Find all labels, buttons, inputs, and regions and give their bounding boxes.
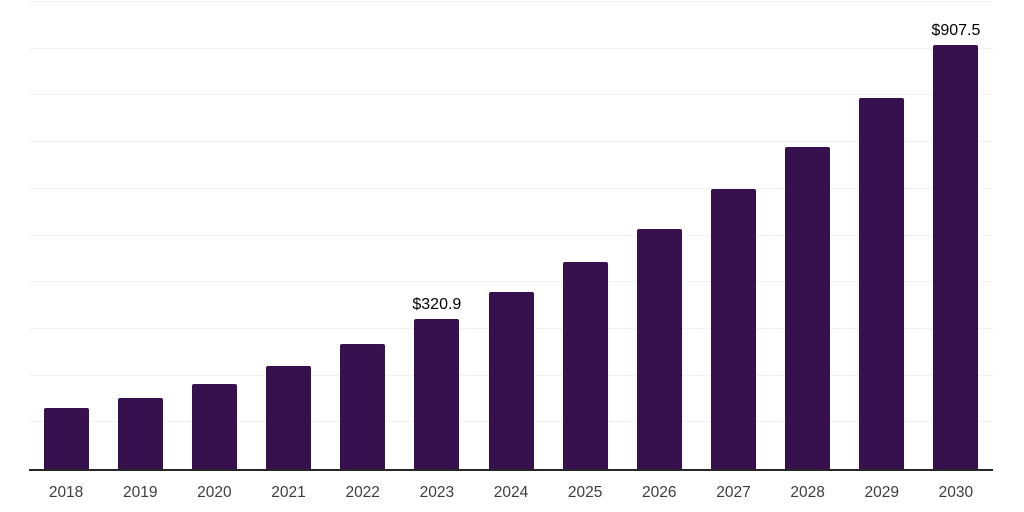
bar-2029 — [859, 98, 905, 469]
bar-2023 — [414, 319, 460, 469]
x-tick-label-2021: 2021 — [271, 484, 306, 501]
bar-2024 — [488, 292, 534, 469]
bar-2030 — [933, 45, 979, 469]
x-tick-label-2023: 2023 — [419, 484, 455, 501]
x-tick-label-2022: 2022 — [345, 484, 380, 501]
bar-2020 — [191, 384, 237, 469]
grid-line — [29, 1, 993, 2]
grid-line — [29, 94, 993, 96]
x-tick-label-2018: 2018 — [48, 484, 84, 501]
bar-2018 — [43, 408, 89, 469]
grid-line — [29, 187, 993, 189]
plot-area: $320.9 $907.5 — [29, 1, 993, 471]
x-axis-line — [29, 469, 993, 471]
bar-2021 — [266, 366, 312, 469]
data-label-2023: $320.9 — [412, 296, 462, 314]
x-tick-label-2026: 2026 — [642, 484, 677, 501]
x-tick-label-2025: 2025 — [567, 484, 603, 501]
bar-2019 — [117, 398, 163, 469]
grid-line — [29, 47, 993, 49]
bar-2026 — [636, 228, 682, 469]
bar-2027 — [710, 189, 756, 469]
grid-line — [29, 234, 993, 236]
bar-2025 — [562, 262, 608, 469]
x-tick-label-2027: 2027 — [716, 484, 751, 501]
x-tick-label-2030: 2030 — [938, 484, 974, 501]
bar-2022 — [340, 344, 386, 469]
grid-line — [29, 141, 993, 143]
data-label-2030: $907.5 — [931, 22, 981, 40]
x-tick-label-2029: 2029 — [864, 484, 900, 501]
grid-line — [29, 281, 993, 283]
x-tick-label-2019: 2019 — [122, 484, 158, 501]
bar-2028 — [785, 146, 831, 469]
x-tick-label-2020: 2020 — [197, 484, 232, 501]
x-tick-label-2028: 2028 — [790, 484, 825, 501]
x-tick-label-2024: 2024 — [493, 484, 529, 501]
